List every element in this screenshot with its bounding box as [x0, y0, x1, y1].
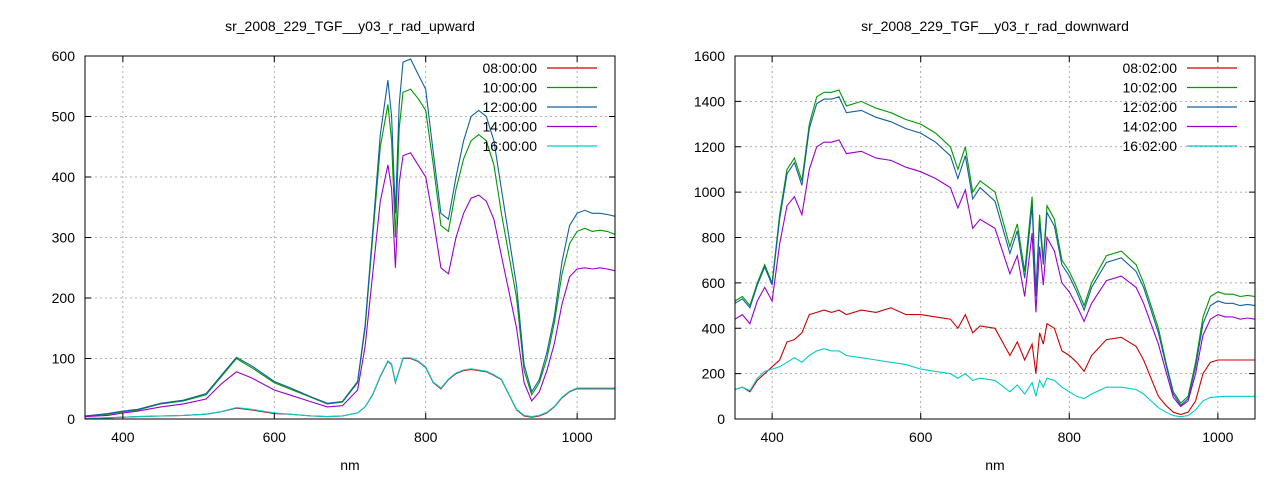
- x-axis-label: nm: [340, 457, 359, 473]
- series-line-4: [734, 348, 1255, 418]
- y-tick-label: 200: [702, 366, 726, 382]
- y-tick-label: 600: [52, 48, 76, 64]
- y-tick-label: 600: [702, 275, 726, 291]
- legend-label-1: 10:02:00: [1123, 80, 1178, 96]
- series-line-3: [84, 152, 616, 418]
- chart-panel-1: sr_2008_229_TGF__y03_r_rad_downward 400 60…: [694, 18, 1256, 473]
- series-line-1: [734, 89, 1256, 404]
- series-line-4: [84, 357, 615, 419]
- legend-label-2: 12:02:00: [1123, 99, 1178, 115]
- x-tick-label: 400: [111, 429, 135, 445]
- y-tick-label: 1600: [694, 48, 725, 64]
- series-line-2: [84, 58, 616, 417]
- legend-label-2: 12:00:00: [483, 99, 538, 115]
- y-tick-label: 1400: [694, 93, 725, 109]
- x-tick-label: 1000: [1202, 429, 1233, 445]
- y-tick-label: 300: [52, 230, 76, 246]
- chart-title: sr_2008_229_TGF__y03_r_rad_downward: [861, 18, 1129, 34]
- legend-label-4: 16:00:00: [483, 138, 538, 154]
- legend-label-1: 10:00:00: [483, 80, 538, 96]
- series-line-0: [734, 307, 1255, 416]
- y-tick-label: 500: [52, 109, 76, 125]
- x-tick-label: 800: [1058, 429, 1082, 445]
- y-tick-label: 800: [702, 230, 726, 246]
- chart-title: sr_2008_229_TGF__y03_r_rad_upward: [225, 18, 475, 34]
- x-tick-label: 400: [760, 429, 784, 445]
- y-tick-label: 0: [67, 411, 75, 427]
- x-tick-label: 600: [909, 429, 933, 445]
- x-tick-label: 800: [414, 429, 438, 445]
- legend-label-3: 14:02:00: [1123, 119, 1178, 135]
- y-tick-label: 400: [702, 320, 726, 336]
- y-tick-label: 100: [52, 351, 76, 367]
- x-tick-label: 600: [263, 429, 287, 445]
- legend-label-4: 16:02:00: [1123, 138, 1178, 154]
- legend-label-3: 14:00:00: [483, 119, 538, 135]
- y-tick-label: 400: [52, 169, 76, 185]
- y-tick-label: 200: [52, 290, 76, 306]
- series-line-1: [84, 88, 616, 417]
- legend-label-0: 08:02:00: [1123, 60, 1178, 76]
- series-line-3: [734, 139, 1256, 408]
- chart-panel-0: sr_2008_229_TGF__y03_r_rad_upward 400 600 8…: [52, 18, 616, 473]
- x-axis-label: nm: [985, 457, 1004, 473]
- y-tick-label: 1000: [694, 184, 725, 200]
- series-line-2: [734, 96, 1256, 407]
- y-tick-label: 1200: [694, 139, 725, 155]
- y-tick-label: 0: [717, 411, 725, 427]
- x-tick-label: 1000: [562, 429, 593, 445]
- legend-label-0: 08:00:00: [483, 60, 538, 76]
